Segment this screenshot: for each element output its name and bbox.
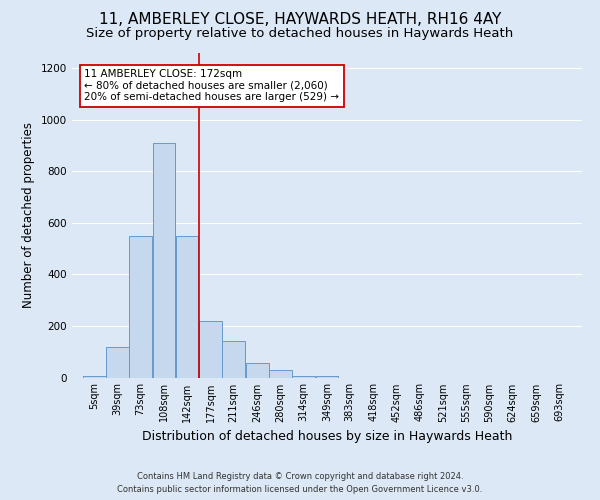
Bar: [223, 342, 245, 378]
Bar: [292, 376, 314, 378]
Bar: [83, 376, 106, 378]
Bar: [153, 143, 175, 378]
Text: Contains HM Land Registry data © Crown copyright and database right 2024.
Contai: Contains HM Land Registry data © Crown c…: [118, 472, 482, 494]
Bar: [269, 370, 292, 378]
Bar: [129, 236, 152, 378]
Bar: [106, 346, 129, 378]
Text: Size of property relative to detached houses in Haywards Heath: Size of property relative to detached ho…: [86, 28, 514, 40]
Bar: [199, 321, 222, 378]
Bar: [176, 236, 199, 378]
Text: 11, AMBERLEY CLOSE, HAYWARDS HEATH, RH16 4AY: 11, AMBERLEY CLOSE, HAYWARDS HEATH, RH16…: [99, 12, 501, 28]
Y-axis label: Number of detached properties: Number of detached properties: [22, 122, 35, 308]
Text: 11 AMBERLEY CLOSE: 172sqm
← 80% of detached houses are smaller (2,060)
20% of se: 11 AMBERLEY CLOSE: 172sqm ← 80% of detac…: [85, 70, 340, 102]
Bar: [316, 376, 338, 378]
X-axis label: Distribution of detached houses by size in Haywards Heath: Distribution of detached houses by size …: [142, 430, 512, 443]
Bar: [246, 364, 269, 378]
